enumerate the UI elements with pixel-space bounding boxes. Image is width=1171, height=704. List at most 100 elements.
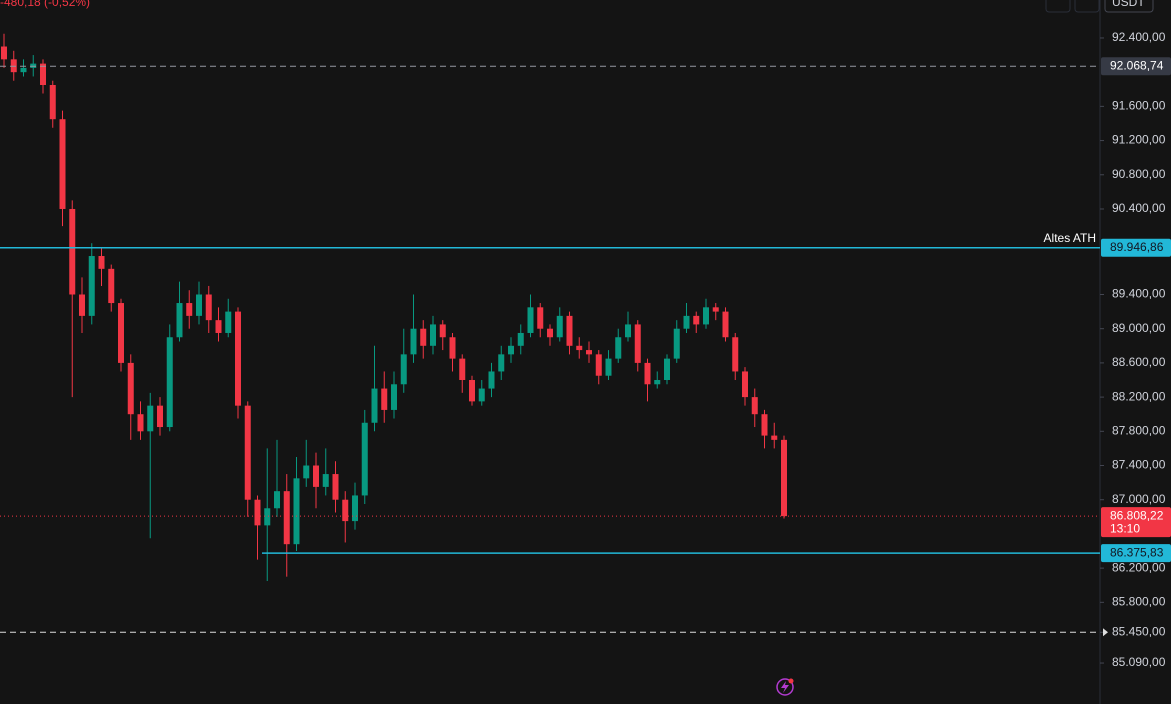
- candle-body: [332, 474, 339, 500]
- candle-body: [586, 350, 592, 355]
- y-tick-label: 87.000,00: [1112, 492, 1166, 506]
- scroll-button[interactable]: [1045, 0, 1071, 13]
- candle-body: [673, 328, 680, 359]
- candle-body: [517, 332, 524, 346]
- candle-body: [527, 307, 534, 333]
- candle-body: [371, 388, 378, 423]
- y-tick-label: 85.800,00: [1112, 595, 1166, 609]
- candle-body: [118, 303, 124, 363]
- candle-body: [176, 303, 183, 338]
- currency: USDT: [1112, 0, 1145, 9]
- candle-body: [303, 465, 310, 479]
- candle-body: [235, 311, 241, 406]
- candle-body: [313, 465, 319, 487]
- price-marker: [1103, 628, 1108, 637]
- candle-body: [137, 414, 144, 432]
- candle-body: [352, 495, 358, 522]
- candle-body: [10, 59, 17, 73]
- icon-circle: [776, 678, 794, 696]
- price-label-box: [1101, 57, 1171, 76]
- candle-body: [547, 328, 553, 338]
- candle-body: [322, 474, 329, 487]
- candle-body: [605, 358, 612, 376]
- candle-body: [634, 324, 641, 363]
- candle-body: [576, 345, 583, 351]
- candle-body: [400, 354, 407, 385]
- candle-body: [79, 294, 85, 316]
- candle-body: [459, 358, 466, 381]
- price-label: 89.946,86: [1110, 240, 1164, 254]
- candle-body: [40, 63, 46, 85]
- candle-body: [615, 337, 622, 359]
- candle-body: [693, 315, 700, 325]
- candle-body: [49, 84, 56, 120]
- icon-bolt: [781, 681, 789, 693]
- candle-body: [20, 67, 27, 73]
- candle-body: [186, 303, 193, 316]
- candle-body: [625, 324, 631, 338]
- lightning-icon[interactable]: [776, 678, 794, 696]
- price-label-box: [1101, 507, 1171, 538]
- candle-body: [722, 311, 729, 338]
- candle-body: [244, 405, 251, 500]
- y-tick-label: 87.400,00: [1112, 458, 1166, 472]
- candle-body: [410, 328, 417, 355]
- y-tick-label: 90.800,00: [1112, 167, 1166, 181]
- candle-body: [644, 362, 651, 385]
- candle-body: [127, 362, 134, 415]
- candle-body: [88, 256, 95, 316]
- candle-body: [69, 208, 76, 295]
- candle-body: [478, 388, 485, 402]
- candle-body: [254, 499, 261, 526]
- candle-body: [469, 380, 475, 402]
- candle-body: [595, 354, 602, 376]
- candle-body: [508, 345, 514, 355]
- countdown: 13:10: [1110, 521, 1140, 535]
- candle-body: [566, 315, 573, 346]
- y-tick-label: 91.200,00: [1112, 133, 1166, 147]
- maximize-button[interactable]: [1074, 0, 1100, 13]
- candle-body: [205, 294, 212, 321]
- price-label: 86.375,83: [1110, 545, 1164, 559]
- candle-body: [59, 119, 66, 209]
- candle-body: [391, 384, 397, 410]
- y-tick-label: 88.600,00: [1112, 355, 1166, 369]
- candle-body: [157, 405, 163, 428]
- y-tick-label: 91.600,00: [1112, 99, 1166, 113]
- candle-body: [556, 315, 563, 338]
- y-tick-label: 85.450,00: [1112, 624, 1166, 638]
- icon-dot: [788, 678, 794, 684]
- candle-body: [664, 358, 670, 381]
- candle-body: [147, 405, 154, 432]
- candle-body: [361, 422, 368, 496]
- candle-body: [537, 307, 544, 329]
- candle-body: [742, 371, 748, 398]
- candle-body: [449, 337, 456, 359]
- candle-body: [98, 256, 105, 269]
- candle-body: [498, 354, 505, 372]
- candle-body: [703, 307, 709, 325]
- candle-body: [108, 268, 115, 304]
- price-line-text: Altes ATH: [1044, 231, 1096, 245]
- candle-body: [283, 491, 290, 545]
- price-label-box: [1101, 238, 1171, 257]
- candle-body: [751, 397, 758, 415]
- candle-body: [225, 311, 232, 333]
- candle-body: [683, 315, 690, 329]
- candle-body: [712, 307, 719, 312]
- candle-body: [488, 371, 495, 389]
- candle-body: [654, 380, 661, 385]
- candle-body: [274, 491, 280, 509]
- candle-body: [215, 320, 222, 333]
- price-label: 86.808,22: [1110, 508, 1164, 522]
- change-text: -480,18 (-0,52%): [0, 0, 90, 9]
- candle-body: [196, 294, 202, 316]
- currency-box[interactable]: [1104, 0, 1154, 13]
- price-label-box: [1101, 544, 1171, 563]
- candle-body: [420, 328, 427, 346]
- price-label: 92.068,74: [1110, 58, 1164, 72]
- candle-body: [781, 439, 787, 517]
- y-tick-label: 92.400,00: [1112, 30, 1166, 44]
- candle-body: [1, 46, 7, 60]
